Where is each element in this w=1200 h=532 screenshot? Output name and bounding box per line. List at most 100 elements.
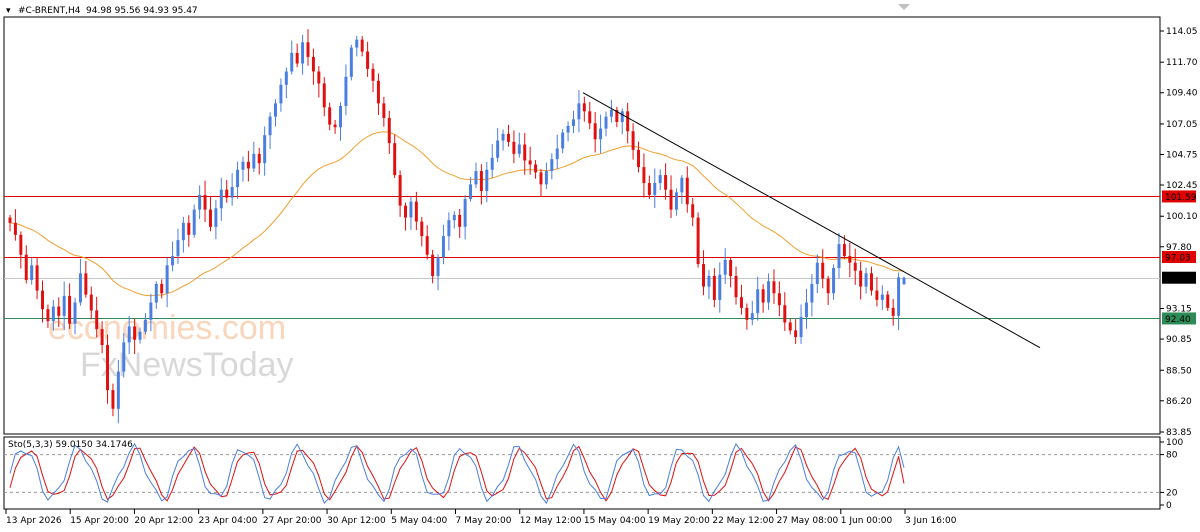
candle-body <box>544 171 548 185</box>
price-tick-label: 107.05 <box>1166 120 1198 130</box>
candle-body <box>8 217 12 223</box>
candle-body <box>702 264 706 287</box>
candle-body <box>30 265 34 280</box>
candle-body <box>658 175 662 184</box>
stoch-signal-line <box>9 445 905 502</box>
time-tick-label: 27 May 08:00 <box>777 516 839 526</box>
candle-body <box>122 342 126 372</box>
candle-body <box>111 390 115 409</box>
candle-body <box>572 119 575 126</box>
candle-body <box>268 116 272 136</box>
candle-body <box>398 175 402 206</box>
price-tick-label: 104.75 <box>1166 150 1198 160</box>
candle-body <box>853 262 857 271</box>
candle-body <box>317 71 321 84</box>
candle-body <box>631 131 635 150</box>
price-tick-label: 86.20 <box>1166 397 1192 407</box>
candle-body <box>149 302 153 320</box>
candle-body <box>604 116 608 129</box>
candle-body <box>637 149 640 168</box>
candle-body <box>902 277 906 285</box>
candle-body <box>106 345 110 391</box>
candle-body <box>263 135 267 164</box>
stoch-tick-label: 80 <box>1166 451 1178 461</box>
candle-body <box>870 273 873 291</box>
candle-body <box>41 290 44 310</box>
candle-body <box>485 169 489 192</box>
time-tick-label: 27 Apr 20:00 <box>263 516 322 526</box>
price-tick-label: 109.40 <box>1166 89 1198 99</box>
candle-body <box>729 260 733 276</box>
candle-body <box>788 322 792 331</box>
candle-body <box>100 329 104 346</box>
candle-body <box>479 171 483 192</box>
candle-body <box>539 172 543 185</box>
candle-body <box>555 148 559 160</box>
price-tick-label: 97.80 <box>1166 243 1192 253</box>
candle-body <box>171 256 175 266</box>
candle-body <box>19 234 23 255</box>
candle-body <box>393 143 397 176</box>
symbol-label: #C-BRENT,H4 <box>18 6 81 16</box>
candle-body <box>750 313 754 320</box>
candle-body <box>160 283 164 294</box>
candle-body <box>734 275 738 298</box>
candle-body <box>301 42 305 64</box>
moving-average-line <box>9 131 905 297</box>
candle-body <box>696 217 700 265</box>
stochastic-label: Sto(5,3,3) 59.0150 34.1746 <box>8 440 133 450</box>
candle-body <box>772 281 776 294</box>
candle-body <box>62 295 66 316</box>
time-axis: 13 Apr 2026 15 Apr 20:00 20 Apr 12:00 23 Ap… <box>5 4 957 526</box>
time-tick-label: 5 May 04:00 <box>391 516 447 526</box>
candle-body <box>626 111 630 132</box>
stochastic-layer: 100 80 20 0 <box>4 438 1183 511</box>
candle-body <box>534 164 538 173</box>
candle-body <box>51 306 55 322</box>
price-label-101.59: 101.59 <box>1165 193 1197 203</box>
candle-body <box>376 80 380 104</box>
price-label-box <box>1162 312 1196 325</box>
candle-body <box>804 302 808 318</box>
trendline-layer <box>582 92 1041 349</box>
stoch-tick-label: 20 <box>1166 488 1178 498</box>
candle-body <box>116 371 120 409</box>
candle-body <box>355 39 359 48</box>
candles-layer <box>8 29 906 424</box>
candle-body <box>664 175 668 190</box>
price-tick-label: 100.10 <box>1166 212 1198 222</box>
candle-body <box>561 132 565 149</box>
trendline <box>582 92 1041 349</box>
candle-body <box>203 194 207 210</box>
price-tick-label: 88.50 <box>1166 366 1192 376</box>
candle-body <box>230 187 234 198</box>
time-tick-label: 13 Apr 2026 <box>6 516 62 526</box>
candle-body <box>674 192 678 210</box>
candle-body <box>436 257 440 276</box>
candle-body <box>647 183 651 195</box>
watermark-fxnewstoday: FxNewsToday <box>80 346 294 384</box>
candle-body <box>577 103 581 120</box>
collapse-arrow-icon[interactable]: ▾ <box>6 6 11 16</box>
chart-shift-marker <box>898 4 910 10</box>
moving-average-layer <box>9 131 905 297</box>
time-tick-label: 15 Apr 20:00 <box>70 516 129 526</box>
candle-body <box>84 273 88 295</box>
candle-body <box>219 189 223 209</box>
candle-body <box>24 254 28 280</box>
candle-body <box>279 84 283 104</box>
candle-body <box>550 159 554 172</box>
price-label-box <box>1162 250 1196 263</box>
candle-body <box>848 256 852 263</box>
candle-body <box>826 278 830 294</box>
price-label-97.03: 97.03 <box>1165 253 1191 263</box>
candle-body <box>712 275 716 300</box>
stoch-tick-label: 0 <box>1166 501 1172 511</box>
candle-body <box>198 194 202 210</box>
candle-body <box>891 307 895 316</box>
time-tick-label: 23 Apr 04:00 <box>199 516 258 526</box>
candle-body <box>404 205 408 218</box>
candle-body <box>837 244 841 269</box>
candle-body <box>458 214 462 227</box>
